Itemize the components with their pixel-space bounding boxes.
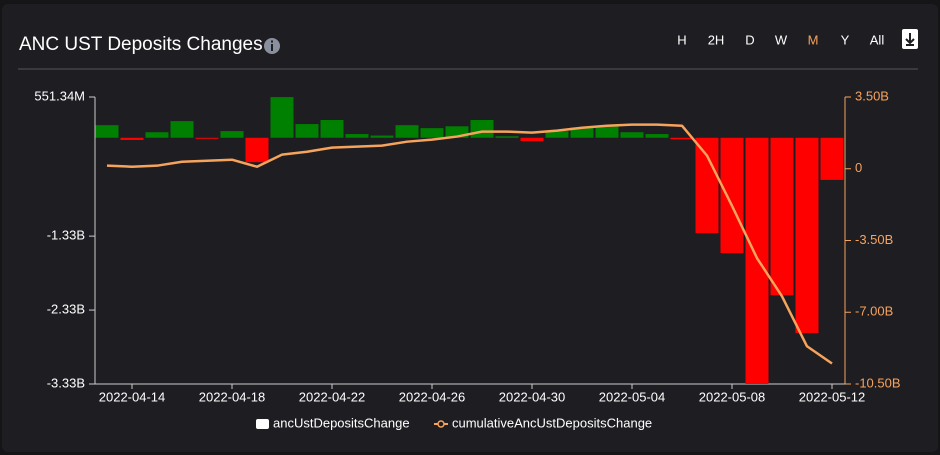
bar <box>145 132 169 138</box>
x-tick-label: 2022-04-22 <box>299 389 366 404</box>
bar <box>370 135 394 138</box>
bar <box>670 137 694 140</box>
range-button[interactable]: H <box>677 32 686 47</box>
card <box>2 4 938 452</box>
range-button[interactable]: D <box>745 32 754 47</box>
range-button[interactable]: All <box>870 32 885 47</box>
bar <box>470 120 494 138</box>
bar <box>770 137 794 296</box>
bar <box>745 137 769 384</box>
chart-title: ANC UST Deposits Changes <box>19 34 263 55</box>
bar <box>545 131 569 138</box>
bar <box>95 125 119 138</box>
bar <box>295 124 319 138</box>
bar <box>695 137 719 234</box>
bar <box>245 137 269 163</box>
y-tick-label: -1.33B <box>47 228 85 243</box>
y2-tick-label: 0 <box>855 160 862 175</box>
bar <box>445 126 469 138</box>
x-tick-label: 2022-05-12 <box>799 389 866 404</box>
bar <box>270 97 294 138</box>
x-tick-label: 2022-04-26 <box>399 389 466 404</box>
bar <box>645 134 669 138</box>
y2-tick-label: -7.00B <box>855 304 893 319</box>
bar <box>195 137 219 139</box>
legend-swatch <box>437 420 445 428</box>
y-tick-label: 551.34M <box>34 88 85 103</box>
bar <box>320 120 344 138</box>
bar <box>120 137 144 140</box>
bar <box>345 134 369 138</box>
bar <box>820 137 844 180</box>
y2-tick-label: 3.50B <box>855 88 889 103</box>
legend-label: ancUstDepositsChange <box>273 415 410 430</box>
bar <box>495 136 519 138</box>
bar <box>420 128 444 138</box>
x-tick-label: 2022-04-30 <box>499 389 566 404</box>
range-button[interactable]: M <box>808 32 819 47</box>
bar <box>170 121 194 138</box>
x-tick-label: 2022-04-18 <box>199 389 266 404</box>
range-button[interactable]: 2H <box>708 32 725 47</box>
x-tick-label: 2022-04-14 <box>99 389 166 404</box>
bar <box>220 131 244 138</box>
x-tick-label: 2022-05-04 <box>599 389 666 404</box>
bar <box>795 137 819 333</box>
y-tick-label: -2.33B <box>47 301 85 316</box>
bar <box>620 132 644 138</box>
download-button[interactable] <box>902 29 918 49</box>
bar <box>720 137 744 254</box>
bar <box>595 126 619 138</box>
legend-swatch <box>256 419 269 429</box>
x-tick-label: 2022-05-08 <box>699 389 766 404</box>
y-tick-label: -3.33B <box>47 375 85 390</box>
y2-tick-label: -3.50B <box>855 232 893 247</box>
y2-tick-label: -10.50B <box>855 375 901 390</box>
info-icon[interactable] <box>264 38 280 54</box>
line <box>106 123 833 365</box>
range-button[interactable]: Y <box>841 32 850 47</box>
bar <box>395 125 419 138</box>
bar <box>520 137 544 142</box>
bar <box>570 127 594 138</box>
range-button[interactable]: W <box>775 32 788 47</box>
legend-label: cumulativeAncUstDepositsChange <box>452 415 652 430</box>
